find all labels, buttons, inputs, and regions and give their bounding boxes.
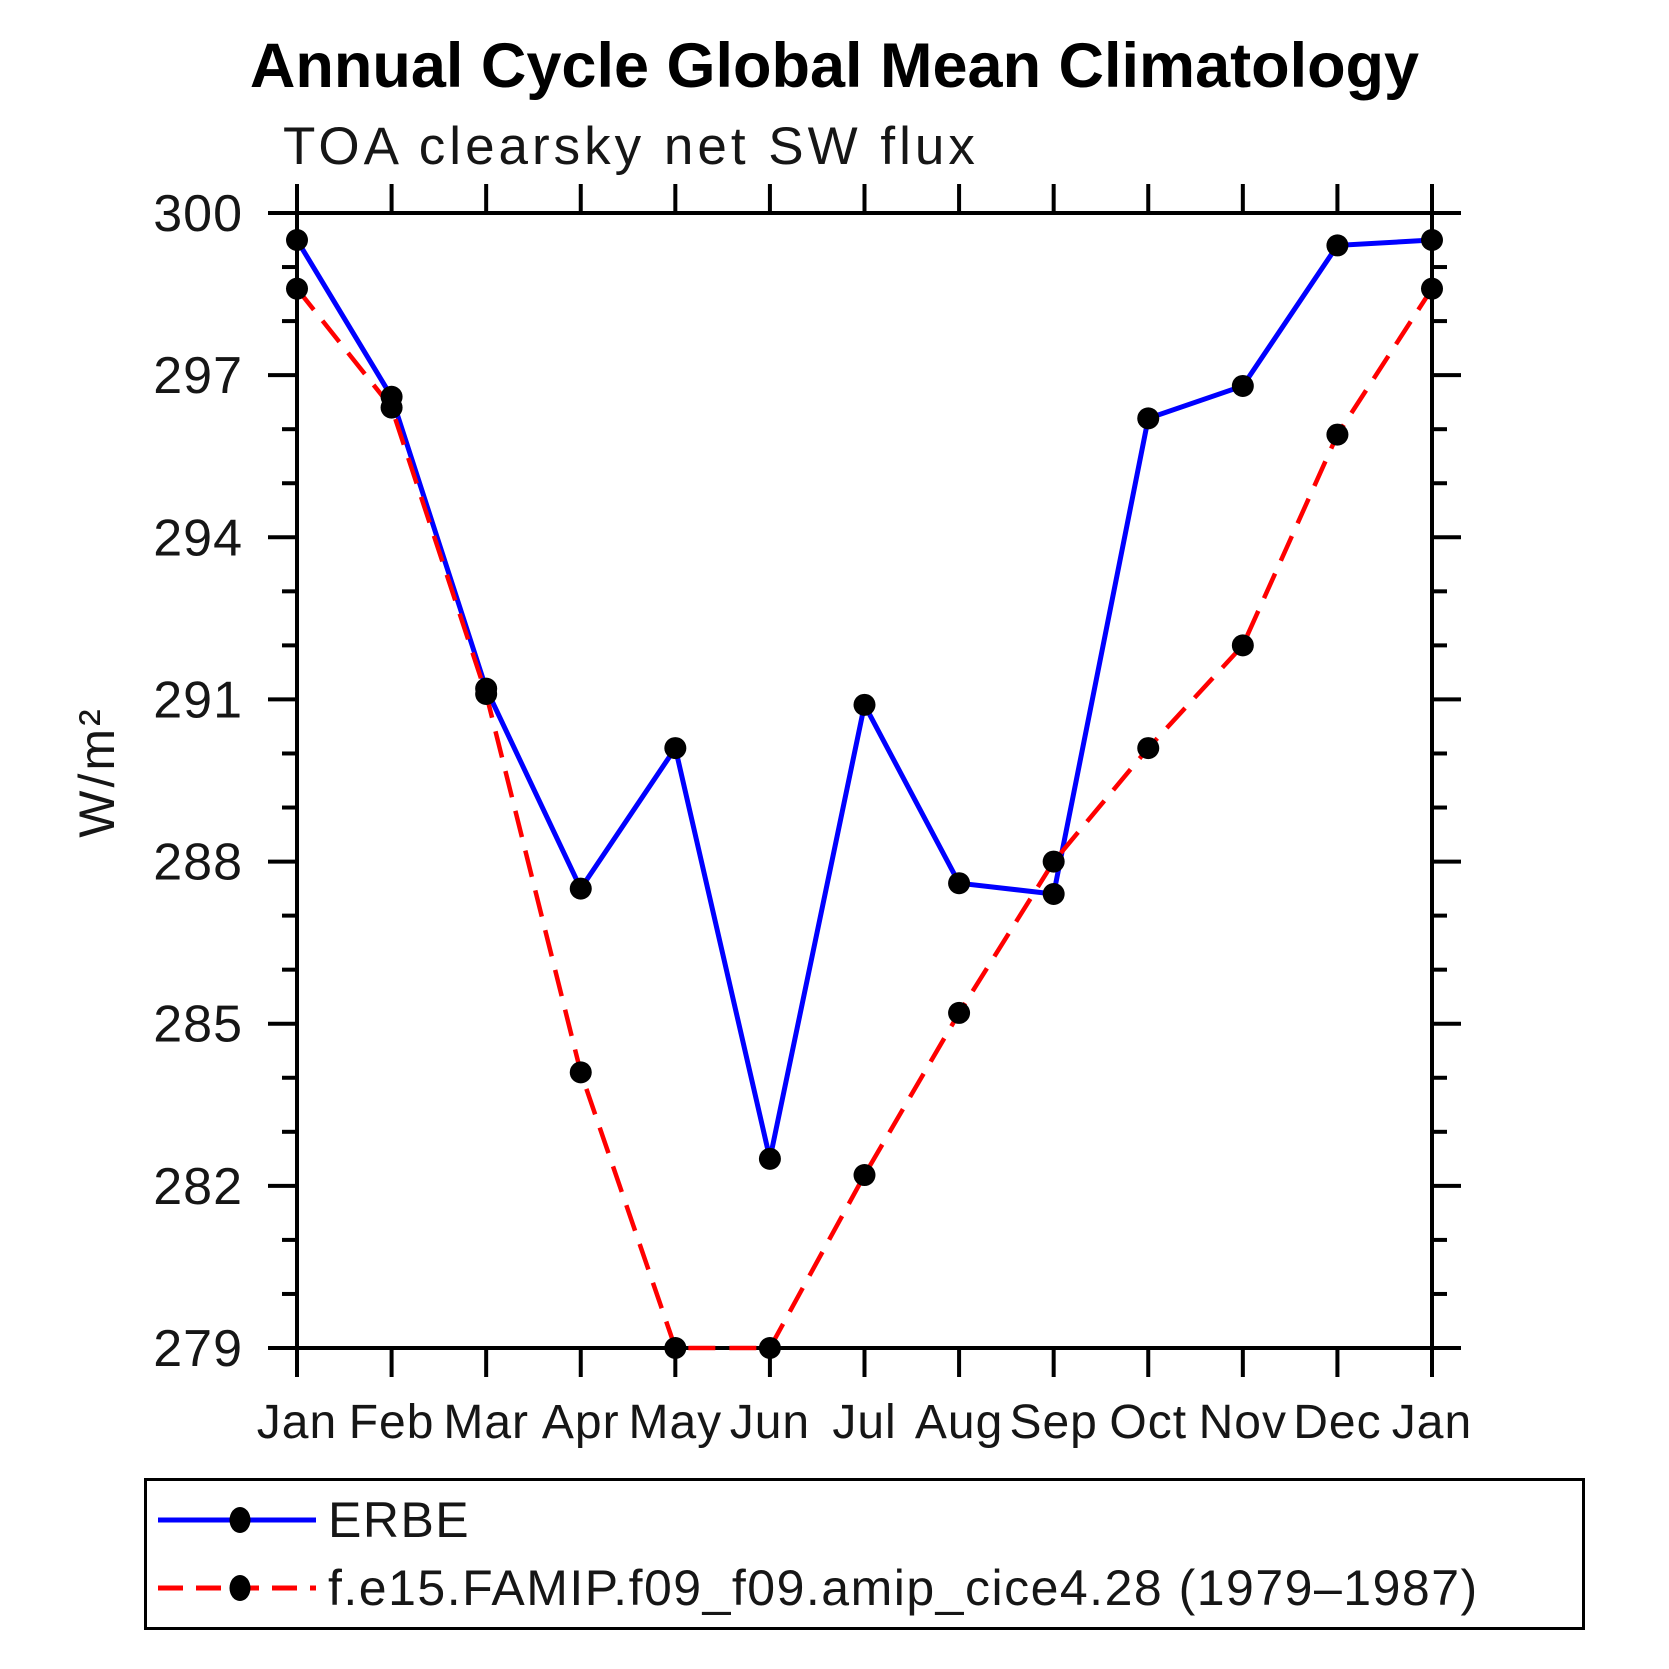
model-line-sample <box>158 1575 316 1601</box>
erbe-marker-icon <box>229 1507 251 1533</box>
legend-item-model: f.e15.FAMIP.f09_f09.amip_cice4.28 (1979–… <box>152 1557 1582 1619</box>
svg-text:Feb: Feb <box>349 1396 435 1449</box>
svg-text:Jan: Jan <box>257 1396 337 1449</box>
svg-text:297: 297 <box>153 347 243 405</box>
svg-text:Mar: Mar <box>443 1396 529 1449</box>
svg-text:294: 294 <box>153 509 243 567</box>
legend-label-model: f.e15.FAMIP.f09_f09.amip_cice4.28 (1979–… <box>328 1560 1479 1616</box>
chart-subtitle: TOA clearsky net SW flux <box>283 117 979 176</box>
svg-text:Sep: Sep <box>1009 1396 1097 1449</box>
svg-text:291: 291 <box>153 671 243 729</box>
svg-text:279: 279 <box>153 1320 243 1378</box>
svg-text:Jun: Jun <box>730 1396 810 1449</box>
chart-title: Annual Cycle Global Mean Climatology <box>249 31 1420 101</box>
svg-text:285: 285 <box>153 996 243 1054</box>
svg-text:Aug: Aug <box>915 1396 1003 1449</box>
svg-text:Nov: Nov <box>1199 1396 1287 1449</box>
legend-label-erbe: ERBE <box>328 1492 471 1548</box>
svg-text:Dec: Dec <box>1293 1396 1381 1449</box>
svg-text:Jan: Jan <box>1392 1396 1472 1449</box>
svg-text:282: 282 <box>153 1158 243 1216</box>
svg-text:288: 288 <box>153 834 243 892</box>
model-marker-icon <box>229 1575 251 1601</box>
svg-text:Apr: Apr <box>542 1396 620 1449</box>
legend-item-erbe: ERBE <box>152 1489 1582 1551</box>
erbe-line-sample <box>158 1507 316 1533</box>
svg-text:300: 300 <box>153 185 243 243</box>
svg-text:Jul: Jul <box>832 1396 896 1449</box>
legend-box: ERBE f.e15.FAMIP.f09_f09.amip_cice4.28 (… <box>144 1478 1585 1630</box>
svg-text:May: May <box>628 1396 722 1449</box>
svg-text:Oct: Oct <box>1109 1396 1187 1449</box>
